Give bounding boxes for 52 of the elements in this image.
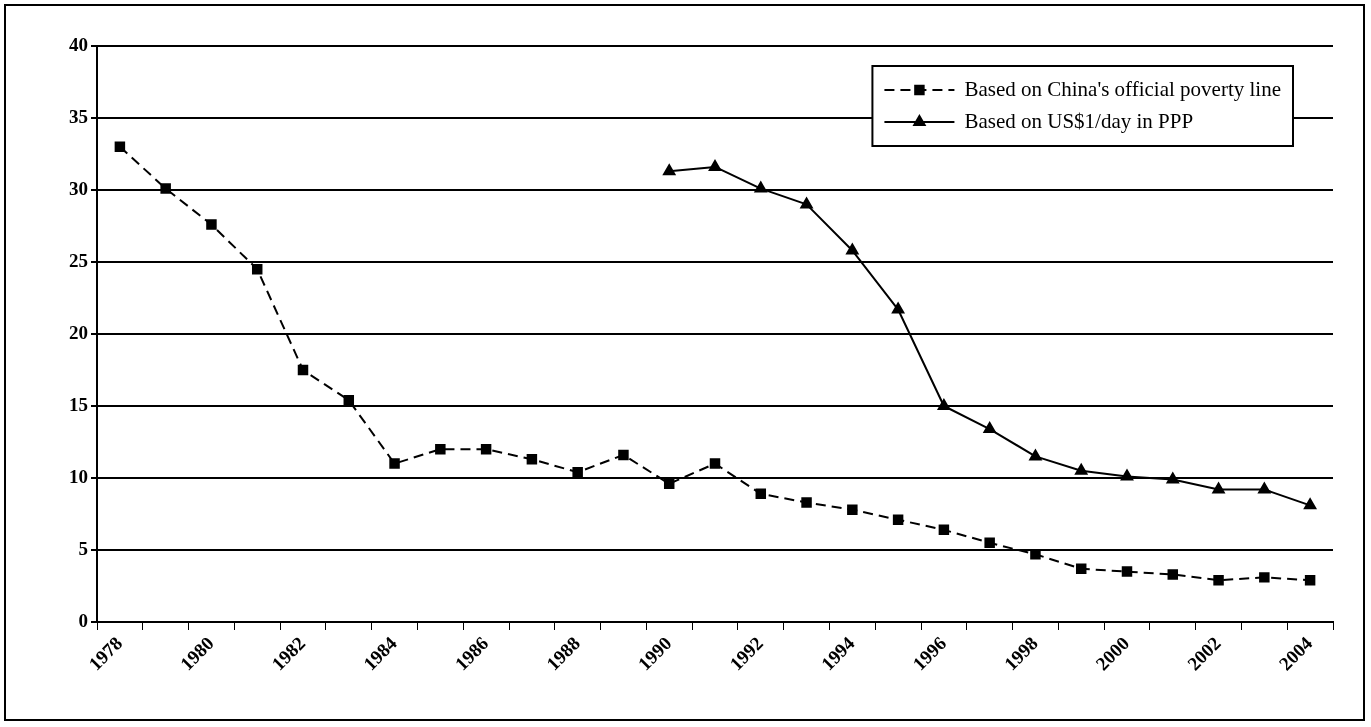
- point: [800, 197, 813, 209]
- point: [1166, 472, 1179, 484]
- point: [618, 449, 629, 461]
- point: [983, 422, 996, 434]
- point: [1167, 569, 1179, 580]
- point: [1213, 575, 1224, 586]
- point: [435, 443, 446, 455]
- point: [114, 141, 126, 153]
- point: [297, 364, 309, 376]
- point: [1120, 469, 1134, 481]
- point: [572, 467, 583, 478]
- point: [343, 395, 355, 406]
- y-tick-label: 25: [69, 249, 88, 271]
- point: [1303, 498, 1317, 510]
- point: [708, 159, 722, 171]
- point: [251, 263, 263, 275]
- point: [206, 219, 217, 230]
- legend-label: Based on China's official poverty line: [964, 76, 1282, 101]
- point: [755, 488, 767, 500]
- legend-label: Based on US$1/day in PPP: [964, 108, 1194, 133]
- point: [1259, 572, 1270, 583]
- point: [937, 399, 951, 411]
- y-tick-label: 35: [69, 105, 88, 127]
- point: [480, 443, 492, 455]
- point: [984, 537, 995, 549]
- point: [663, 164, 676, 176]
- point: [1121, 566, 1133, 577]
- point: [938, 524, 950, 536]
- point: [847, 504, 858, 515]
- point: [526, 454, 538, 465]
- point: [1304, 575, 1316, 586]
- y-tick-label: 5: [78, 537, 88, 559]
- y-tick-label: 15: [69, 393, 88, 415]
- point: [663, 478, 675, 490]
- point: [709, 458, 721, 469]
- y-tick-label: 40: [69, 33, 88, 55]
- point: [389, 458, 400, 469]
- y-tick-label: 10: [69, 465, 88, 487]
- point: [1075, 563, 1087, 574]
- point: [160, 183, 171, 194]
- point: [891, 302, 905, 314]
- point: [1258, 482, 1271, 494]
- point: [754, 181, 767, 193]
- y-tick-label: 20: [69, 321, 88, 343]
- point: [1029, 449, 1042, 461]
- point: [846, 243, 859, 255]
- point: [892, 514, 904, 526]
- point: [801, 497, 812, 508]
- point: [1075, 463, 1088, 475]
- point: [1212, 482, 1225, 494]
- y-tick-label: 30: [69, 177, 88, 199]
- y-tick-label: 0: [78, 609, 88, 631]
